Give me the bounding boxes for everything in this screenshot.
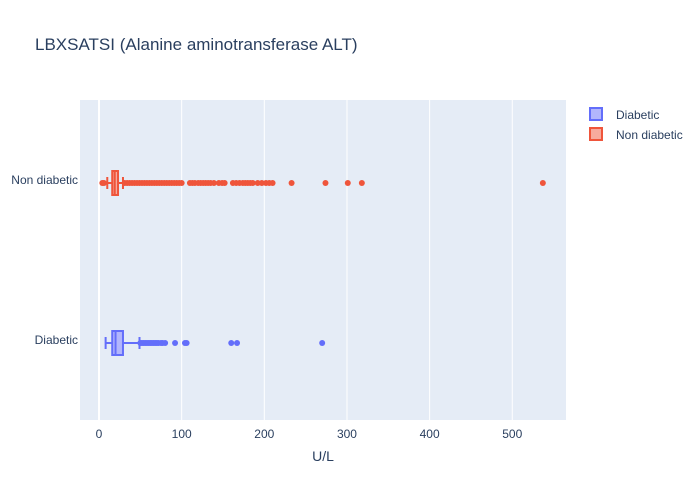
x-axis-ticks: 0 100 200 300 400 500 bbox=[96, 427, 523, 441]
outlier-point-diabetic-15 bbox=[172, 340, 179, 346]
legend: Diabetic Non diabetic bbox=[589, 107, 683, 142]
x-axis-title: U/L bbox=[312, 448, 334, 464]
outlier-point-non-diabetic-52 bbox=[288, 180, 295, 186]
gridlines bbox=[98, 100, 513, 420]
outlier-point-non-diabetic-54 bbox=[344, 180, 351, 186]
outlier-point-non-diabetic-51 bbox=[269, 180, 276, 186]
y-category-label-non-diabetic: Non diabetic bbox=[11, 173, 78, 187]
legend-item-diabetic[interactable]: Diabetic bbox=[589, 107, 659, 122]
x-tick-label-400: 400 bbox=[420, 427, 440, 441]
outlier-point-diabetic-17 bbox=[183, 340, 190, 346]
legend-label-non-diabetic: Non diabetic bbox=[616, 128, 683, 142]
outlier-point-diabetic-14 bbox=[162, 340, 169, 346]
x-tick-label-500: 500 bbox=[502, 427, 522, 441]
outlier-point-non-diabetic-55 bbox=[358, 180, 365, 186]
x-tick-label-0: 0 bbox=[96, 427, 103, 441]
y-category-label-diabetic: Diabetic bbox=[35, 333, 78, 347]
outlier-point-diabetic-18 bbox=[228, 340, 235, 346]
x-tick-label-100: 100 bbox=[172, 427, 192, 441]
box-diabetic bbox=[111, 330, 124, 356]
x-tick-label-300: 300 bbox=[337, 427, 357, 441]
legend-label-diabetic: Diabetic bbox=[616, 108, 659, 122]
outlier-point-non-diabetic-53 bbox=[322, 180, 329, 186]
outlier-point-diabetic-19 bbox=[234, 340, 241, 346]
outlier-point-non-diabetic-46 bbox=[249, 180, 256, 186]
legend-item-non-diabetic[interactable]: Non diabetic bbox=[589, 127, 683, 142]
box-traces bbox=[99, 170, 546, 356]
plot-area bbox=[80, 100, 566, 420]
box-trace-diabetic bbox=[104, 330, 326, 356]
y-axis-categories: Diabetic Non diabetic bbox=[11, 173, 78, 347]
outlier-point-non-diabetic-48 bbox=[258, 180, 265, 186]
outlier-point-diabetic-20 bbox=[319, 340, 326, 346]
outlier-point-non-diabetic-56 bbox=[539, 180, 546, 186]
legend-swatch-non-diabetic bbox=[589, 127, 603, 141]
chart-title: LBXSATSI (Alanine aminotransferase ALT) bbox=[35, 35, 358, 54]
legend-swatch-diabetic bbox=[589, 107, 603, 121]
outlier-point-non-diabetic-35 bbox=[210, 180, 217, 186]
outlier-point-non-diabetic-1 bbox=[100, 180, 107, 186]
x-tick-label-200: 200 bbox=[254, 427, 274, 441]
outlier-point-non-diabetic-25 bbox=[178, 180, 185, 186]
outlier-point-non-diabetic-38 bbox=[221, 180, 228, 186]
box-trace-non-diabetic bbox=[99, 170, 546, 196]
outlier-point-non-diabetic-47 bbox=[254, 180, 261, 186]
